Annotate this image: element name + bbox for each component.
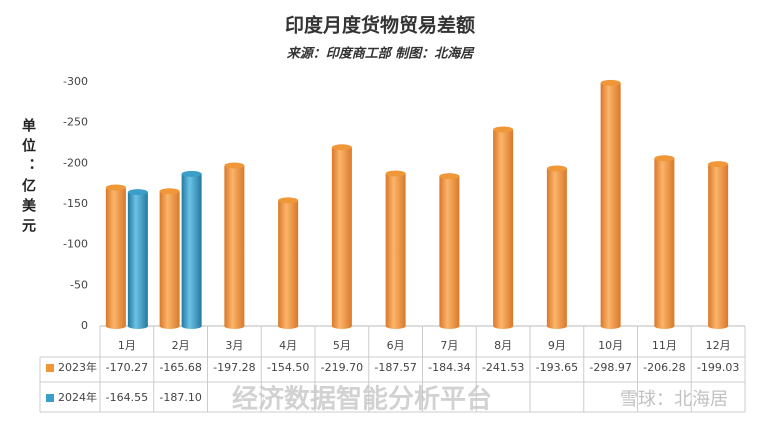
bar-cap (331, 144, 352, 151)
chart-subtitle: 来源：印度商工部 制图：北海居 (287, 46, 476, 62)
table-value: -184.34 (428, 361, 470, 374)
x-tick-label: 10月 (598, 339, 623, 352)
bar-base (331, 323, 352, 329)
bar-base (708, 323, 729, 329)
y-tick-label: 0 (81, 319, 88, 332)
x-tick-label: 12月 (706, 339, 731, 352)
bar-cap (159, 188, 180, 195)
table-value: -165.68 (159, 361, 201, 374)
table-value: -197.28 (213, 361, 255, 374)
bar-cap (385, 170, 406, 177)
table-value: -298.97 (589, 361, 631, 374)
table-value: -164.55 (106, 391, 148, 404)
bar-cap (546, 165, 567, 172)
x-tick-label: 5月 (333, 339, 351, 352)
watermark: 雪球：北海居 (620, 389, 728, 410)
watermark: 经济数据智能分析平台 (232, 384, 492, 415)
bar (385, 173, 406, 326)
bar-base (224, 323, 245, 329)
bar (600, 82, 621, 326)
x-tick-label: 1月 (118, 339, 136, 352)
bar-base (600, 323, 621, 329)
bar-cap (493, 126, 514, 133)
y-tick-label: -150 (63, 197, 88, 210)
table-value: -154.50 (267, 361, 309, 374)
bar (181, 173, 202, 326)
y-tick-label: -200 (63, 156, 88, 169)
bar-base (181, 323, 202, 329)
table-value: -187.10 (159, 391, 201, 404)
bar-cap (439, 173, 460, 180)
bar-base (439, 323, 460, 329)
bar-base (127, 323, 148, 329)
table-value: -206.28 (643, 361, 685, 374)
bar (654, 158, 675, 326)
x-tick-label: 9月 (548, 339, 566, 352)
bar-base (546, 323, 567, 329)
legend-swatch (46, 394, 54, 402)
x-tick-label: 6月 (387, 339, 405, 352)
y-tick-label: -100 (63, 238, 88, 251)
bar (127, 192, 148, 326)
bar-cap (708, 161, 729, 168)
bar-cap (181, 170, 202, 177)
table-value: -241.53 (482, 361, 524, 374)
table-value: -219.70 (321, 361, 363, 374)
bar (546, 168, 567, 326)
bar (105, 187, 126, 326)
table-value: -199.03 (697, 361, 739, 374)
x-tick-label: 8月 (494, 339, 512, 352)
bar-cap (654, 155, 675, 162)
y-tick-label: -300 (63, 75, 88, 88)
x-tick-label: 4月 (279, 339, 297, 352)
bar (278, 200, 299, 326)
bar (439, 176, 460, 326)
bar-cap (105, 184, 126, 191)
bar-cap (600, 79, 621, 86)
table-value: -187.57 (374, 361, 416, 374)
bar-cap (278, 197, 299, 204)
bar-cap (224, 162, 245, 169)
bar-base (105, 323, 126, 329)
bar-base (385, 323, 406, 329)
bar-base (493, 323, 514, 329)
bar (224, 165, 245, 326)
x-tick-label: 11月 (652, 339, 677, 352)
bar-base (654, 323, 675, 329)
bar-base (278, 323, 299, 329)
table-value: -170.27 (106, 361, 148, 374)
chart-title: 印度月度货物贸易差额 (285, 14, 475, 37)
x-tick-label: 2月 (172, 339, 190, 352)
legend-label: 2023年 (58, 360, 97, 374)
bar (493, 129, 514, 326)
bar (708, 164, 729, 326)
y-tick-label: -250 (63, 116, 88, 129)
bar-cap (127, 189, 148, 196)
y-axis-label: 单位：亿美元 (20, 118, 36, 238)
y-tick-label: -50 (70, 278, 88, 291)
bar (331, 147, 352, 326)
bar-base (159, 323, 180, 329)
legend-label: 2024年 (58, 390, 97, 404)
x-tick-label: 3月 (225, 339, 243, 352)
table-value: -193.65 (536, 361, 578, 374)
bar (159, 191, 180, 326)
x-tick-label: 7月 (440, 339, 458, 352)
legend-swatch (46, 364, 54, 372)
